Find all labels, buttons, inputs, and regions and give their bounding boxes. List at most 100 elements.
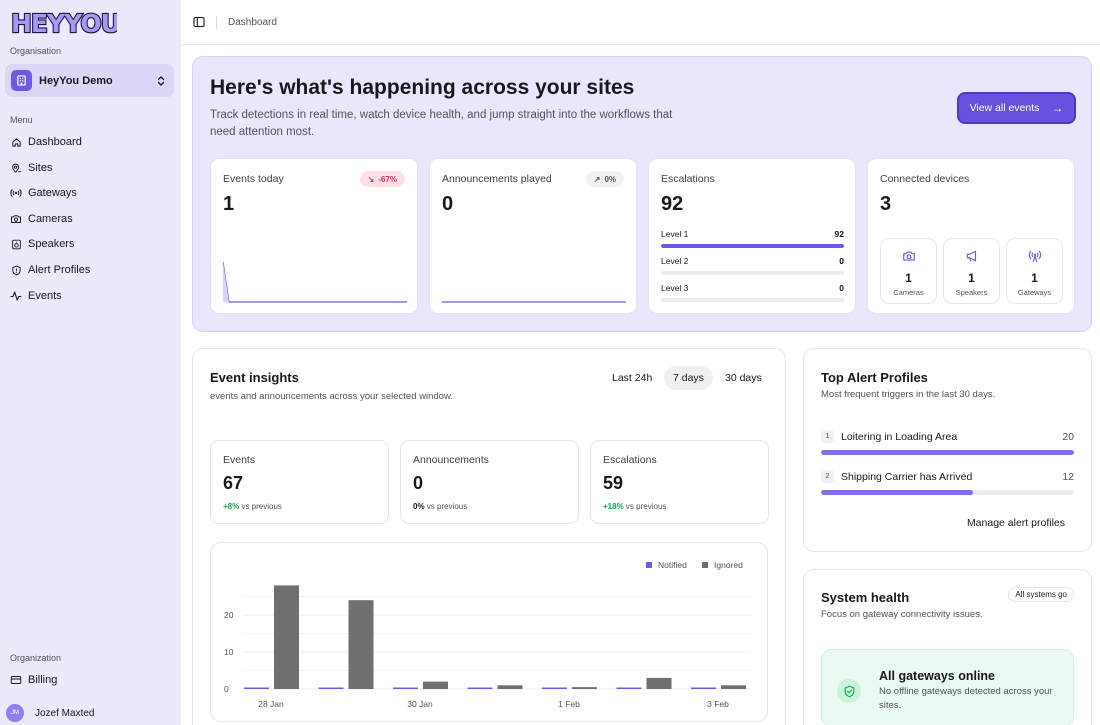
logo[interactable]: HEYYOU [9, 8, 117, 36]
arrow-down-right-icon: ↘ [367, 174, 375, 184]
page-title: Here's what's happening across your site… [210, 76, 635, 99]
sidebar-item-alert-profiles[interactable]: Alert Profiles [10, 262, 90, 278]
alert-profile-bar-fill [821, 450, 1074, 455]
avatar: JM [6, 704, 24, 722]
activity-icon [10, 290, 22, 302]
trend-badge: ↗ 0% [585, 171, 624, 187]
level-row: Level 3 0 [661, 283, 844, 302]
org-name: HeyYou Demo [39, 74, 113, 87]
escalations-card[interactable]: Escalations 92 Level 1 92 Level 2 0 Level … [648, 158, 856, 314]
bar-ignored [423, 681, 448, 689]
range-30-days[interactable]: 30 days [725, 372, 762, 384]
sidebar-item-label: Speakers [28, 238, 75, 250]
divider [216, 15, 217, 29]
card-value: 0 [442, 193, 454, 215]
card-label: Escalations [661, 173, 715, 185]
radio-icon [10, 187, 22, 199]
legend-label: Ignored [714, 560, 743, 570]
alert-profile-count: 20 [1062, 430, 1074, 443]
alert-profile-item[interactable]: 2 Shipping Carrier has Arrived 12 [821, 470, 1074, 495]
delta-value: 0% [413, 502, 425, 511]
level-label: Level 1 [661, 229, 689, 239]
card-value: 92 [661, 193, 684, 215]
radio-icon [1028, 250, 1041, 263]
arrow-right-icon: → [1051, 101, 1064, 115]
speaker-icon [10, 238, 22, 250]
section-title: System health [821, 590, 910, 605]
bar-ignored [348, 600, 374, 689]
range-7-days[interactable]: 7 days [664, 366, 713, 390]
event-chart: Notified Ignored 0 10 20 28 Jan 30 Jan 1 Feb 3… [210, 542, 768, 722]
metric-label: Events [223, 454, 256, 466]
metric-delta: 0% vs previous [413, 502, 467, 511]
y-tick-label: 0 [224, 684, 229, 694]
bar-notified [318, 687, 344, 689]
sparkline [442, 301, 626, 303]
alert-profile-count: 12 [1062, 470, 1074, 483]
sidebar-item-cameras[interactable]: Cameras [10, 211, 73, 227]
breadcrumb[interactable]: Dashboard [228, 16, 277, 28]
bar-notified [467, 687, 493, 689]
device-count: 1 [1031, 271, 1038, 285]
manage-alert-profiles-link[interactable]: Manage alert profiles [966, 517, 1065, 529]
delta-value: +18% [603, 502, 624, 511]
y-tick-label: 10 [224, 647, 234, 657]
sidebar-item-sites[interactable]: Sites [10, 160, 52, 176]
svg-text:HEYYOU: HEYYOU [11, 9, 117, 36]
sidebar-item-label: Alert Profiles [28, 264, 91, 276]
bar-notified [616, 687, 642, 689]
sidebar-item-label: Sites [28, 162, 53, 174]
x-tick-label: 30 Jan [407, 699, 433, 709]
card-label: Events today [223, 173, 284, 185]
delta-suffix: vs previous [424, 502, 468, 511]
announcements-card[interactable]: Announcements played ↗ 0% 0 [429, 158, 637, 314]
level-row: Level 2 0 [661, 256, 844, 275]
delta-suffix: vs previous [239, 502, 282, 511]
events-today-card[interactable]: Events today ↘ -67% 1 [210, 158, 418, 314]
range-last-24h[interactable]: Last 24h [612, 372, 653, 384]
alert-profile-name: Loitering in Loading Area [841, 430, 958, 443]
device-tile-speakers[interactable]: 1 Speakers [943, 238, 1000, 304]
legend-notified: Notified [646, 560, 687, 570]
level-value: 0 [839, 256, 844, 266]
trend-badge: ↘ -67% [359, 171, 405, 187]
device-tile-gateways[interactable]: 1 Gateways [1006, 238, 1063, 304]
bar-notified [691, 687, 716, 689]
topbar: Dashboard [181, 0, 1100, 45]
metric-value: 59 [603, 473, 624, 493]
level-bar [661, 298, 844, 302]
sidebar-item-billing[interactable]: Billing [10, 672, 57, 688]
shield-icon [10, 264, 22, 276]
card-value: 1 [223, 193, 235, 215]
alert-profile-item[interactable]: 1 Loitering in Loading Area 20 [821, 430, 1074, 455]
hero-subtitle: Track detections in real time, watch dev… [210, 109, 673, 138]
sidebar-item-events[interactable]: Events [10, 288, 62, 304]
bar-ignored [497, 685, 523, 689]
bar-notified [244, 687, 269, 689]
metric-delta: +8% vs previous [223, 502, 282, 511]
metric-card-announcements: Announcements 0 0% vs previous [400, 440, 579, 524]
shield-check-icon [837, 679, 861, 703]
menu-label: Menu [10, 115, 33, 125]
delta-suffix: vs previous [623, 502, 667, 511]
device-tile-cameras[interactable]: 1 Cameras [880, 238, 937, 304]
level-label: Level 2 [661, 256, 689, 266]
sidebar-item-dashboard[interactable]: Dashboard [10, 134, 82, 150]
sidebar-item-gateways[interactable]: Gateways [10, 185, 77, 201]
user-name: Jozef Maxted [35, 707, 95, 719]
legend-ignored: Ignored [702, 560, 743, 570]
sidebar-item-speakers[interactable]: Speakers [10, 236, 74, 252]
alert-profile-bar-fill [821, 490, 973, 495]
sidebar-toggle-icon[interactable] [193, 16, 205, 28]
device-count: 1 [968, 271, 975, 285]
rank-badge: 2 [821, 470, 834, 483]
connected-devices-card[interactable]: Connected devices 3 1 Cameras 1 Speakers… [867, 158, 1075, 314]
bar-ignored [721, 685, 746, 689]
bar-ignored [572, 687, 597, 689]
view-all-events-button[interactable]: View all events → [959, 94, 1074, 122]
bar-ignored [646, 677, 672, 689]
user-menu[interactable]: JM Jozef Maxted [6, 704, 94, 722]
org-switcher[interactable]: HeyYou Demo [5, 64, 174, 97]
level-value: 0 [839, 283, 844, 293]
section-title: Event insights [210, 370, 299, 385]
